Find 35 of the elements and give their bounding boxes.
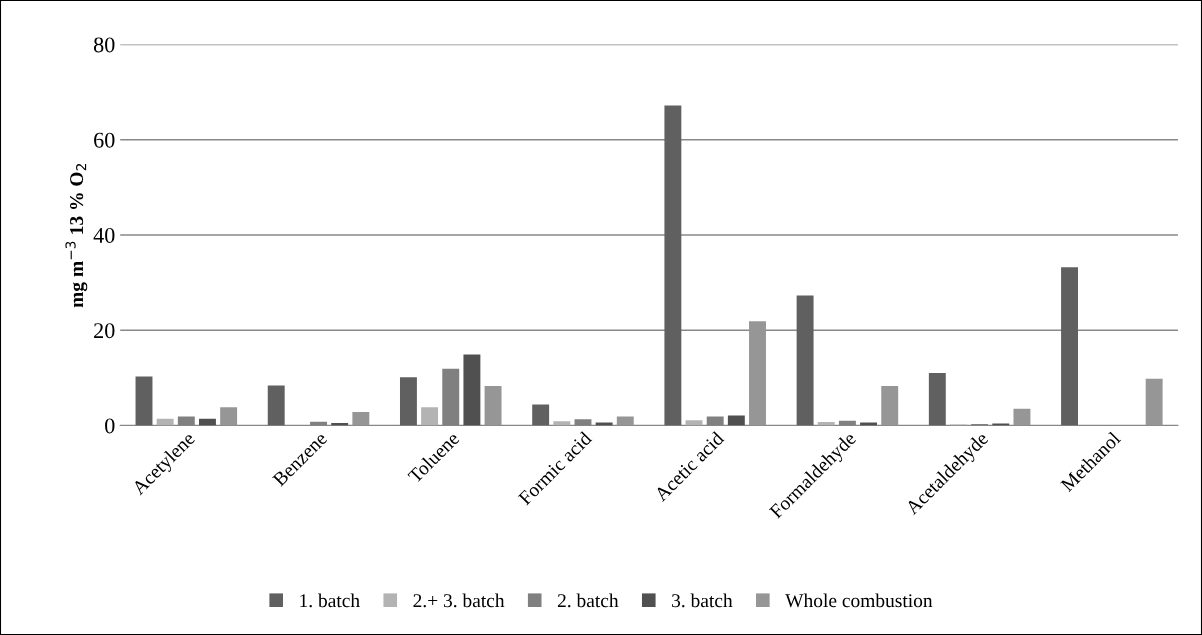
bar: [135, 376, 153, 426]
y-axis-title: mg m$^{−3}$ 13 % O$_{2}$: [65, 164, 88, 308]
bar: [463, 354, 481, 426]
bar: [881, 385, 899, 426]
bar: [352, 412, 370, 426]
y-tick-label: 60: [94, 132, 115, 148]
legend-label: 1. batch: [300, 593, 360, 608]
bar: [749, 321, 766, 426]
bar: [267, 385, 285, 426]
bar: [727, 415, 745, 426]
bar: [532, 404, 550, 426]
bar: [156, 418, 174, 426]
bar: [664, 105, 682, 426]
bar: [421, 407, 439, 426]
bar: [553, 421, 571, 426]
bar: [199, 418, 216, 426]
bar: [1145, 378, 1163, 426]
bar: [928, 373, 946, 426]
legend-label: 2.+ 3. batch: [413, 593, 505, 608]
bar: [484, 385, 502, 426]
y-tick-label: 0: [105, 418, 115, 434]
bar: [616, 416, 634, 426]
bar: [817, 422, 835, 426]
y-tick-label: 20: [94, 323, 115, 339]
bar: [1061, 267, 1078, 426]
legend-label: Whole combustion: [785, 593, 933, 608]
bar: [685, 420, 703, 426]
legend-label: 2. batch: [557, 593, 619, 608]
bar: [399, 377, 417, 426]
legend-label: 3. batch: [672, 593, 733, 608]
bar: [796, 295, 814, 426]
y-tick-label: 80: [93, 37, 115, 53]
bar: [1013, 408, 1031, 426]
y-tick-label: 40: [93, 227, 115, 243]
bar: [220, 407, 238, 426]
